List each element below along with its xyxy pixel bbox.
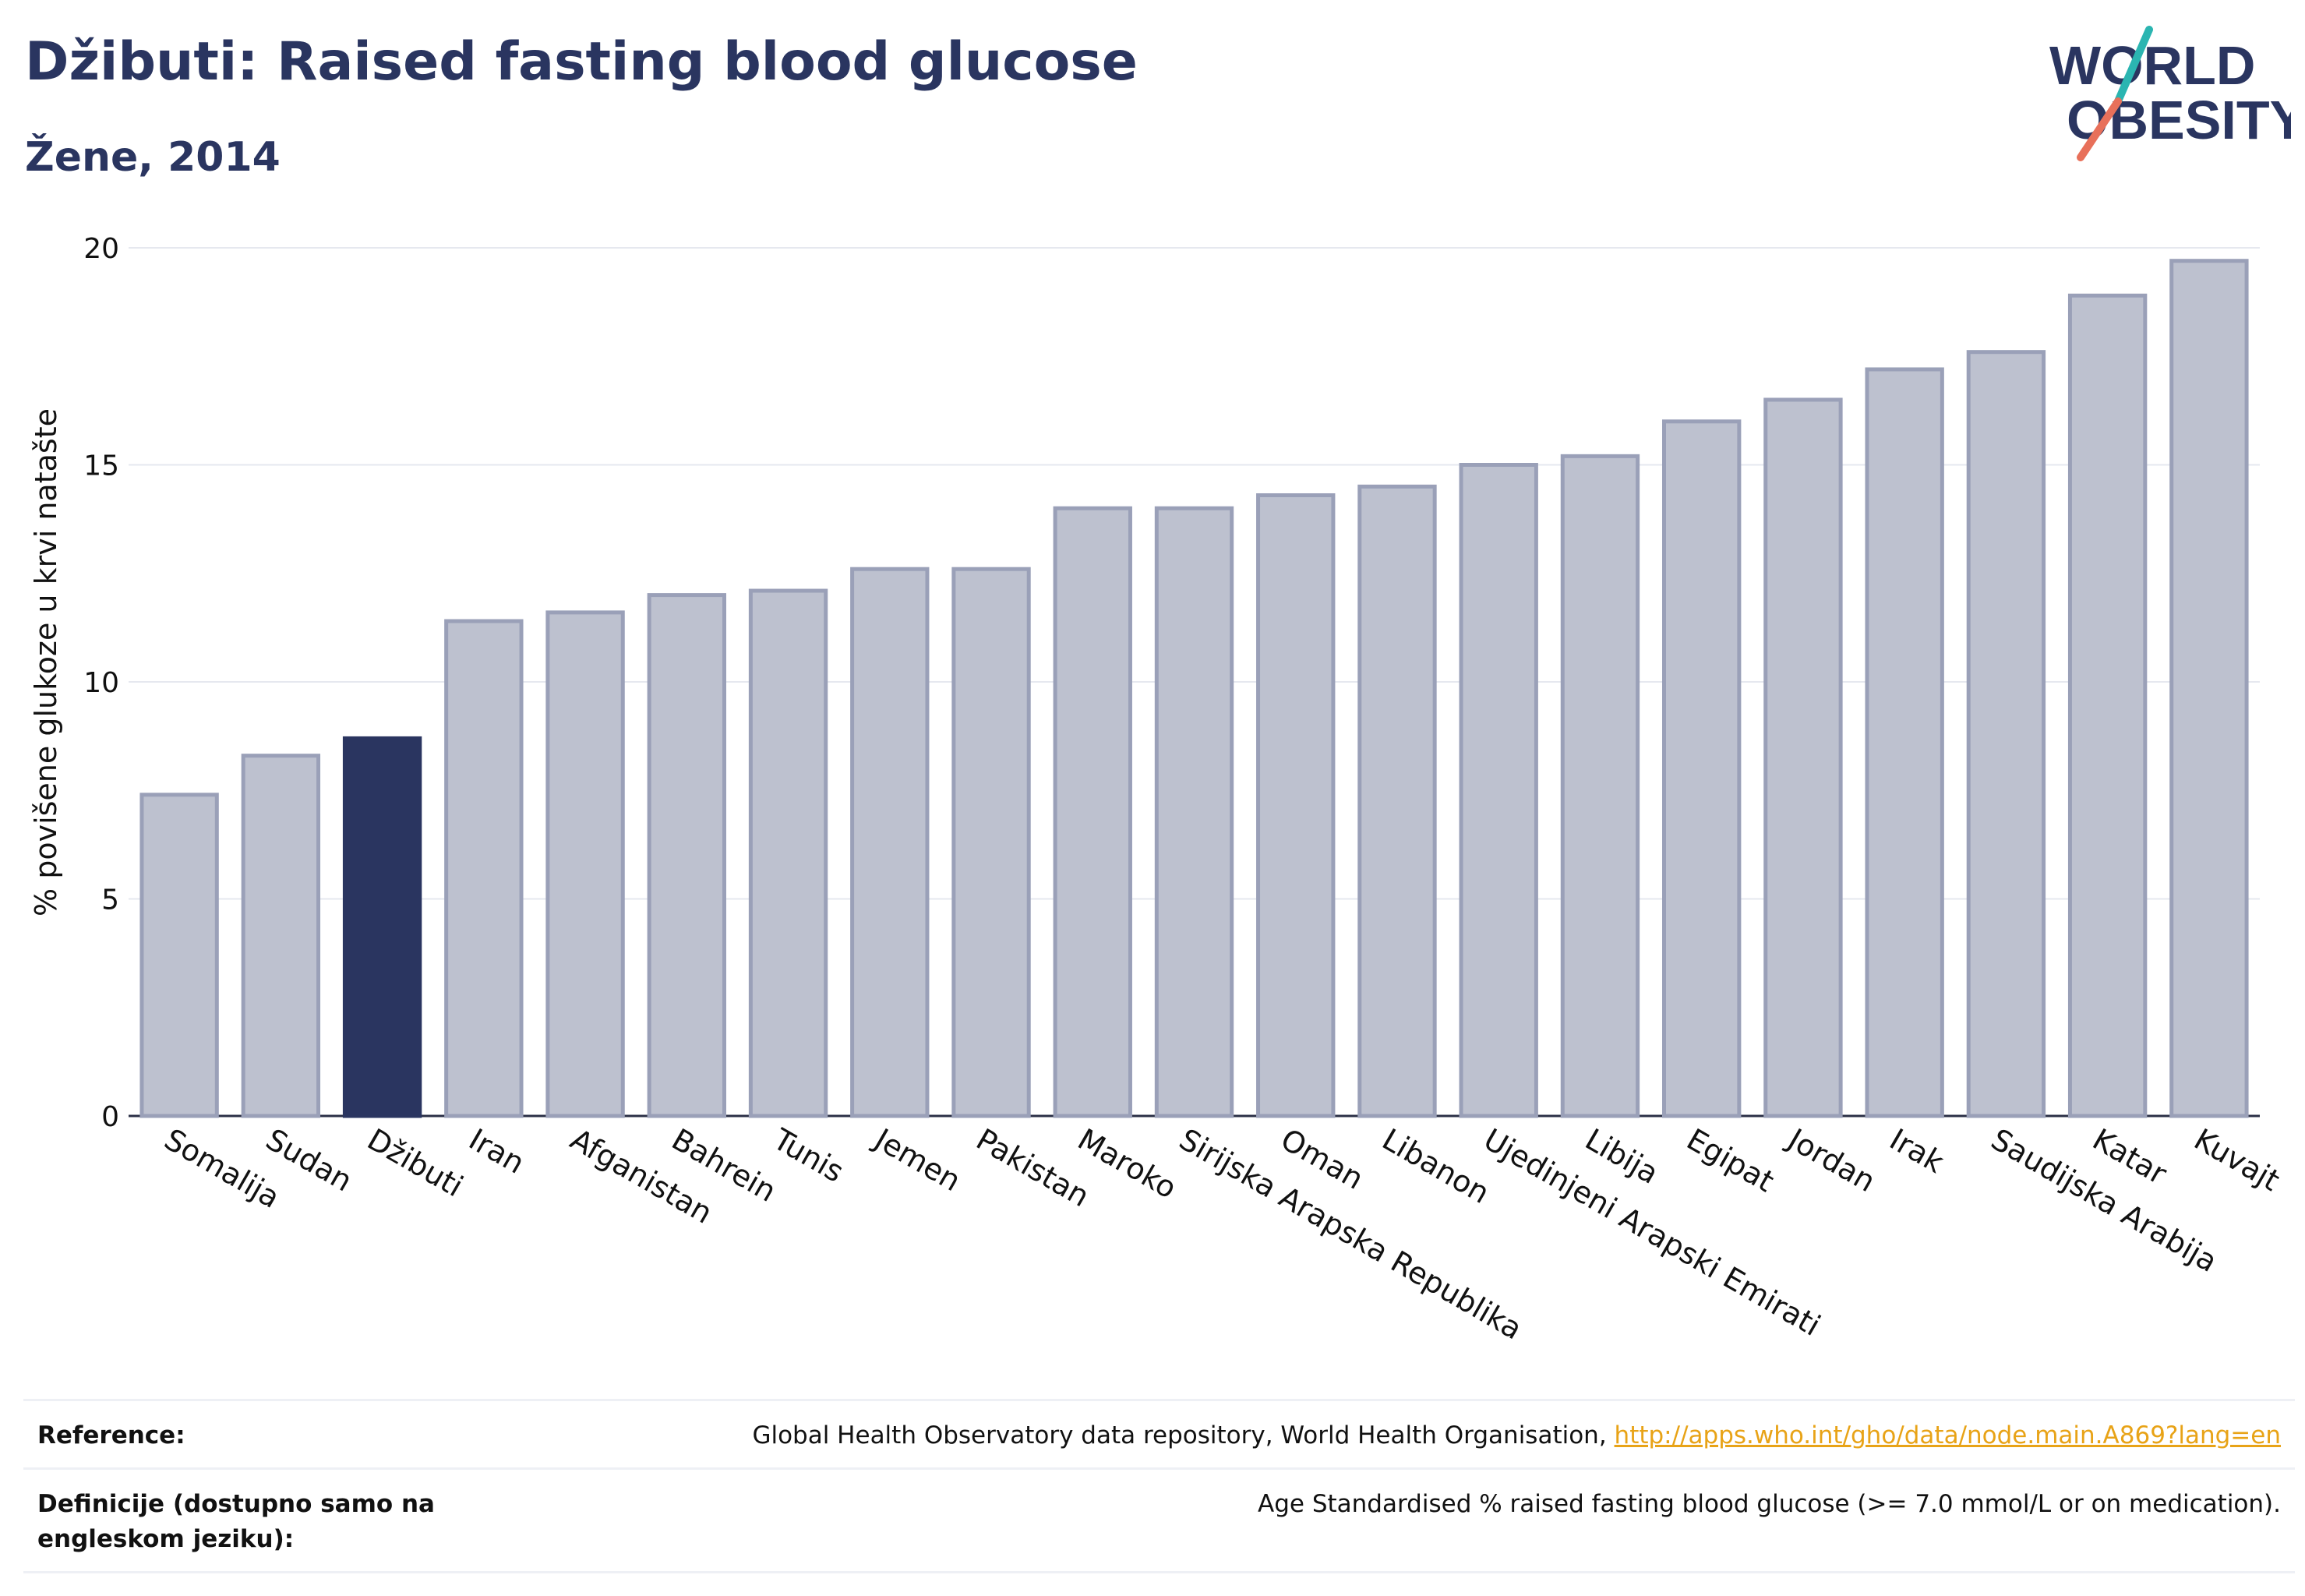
x-tick-label: Pakistan (971, 1122, 1096, 1214)
bar-pakistan (951, 567, 1031, 1118)
bar-jordan (1763, 397, 1843, 1118)
y-tick-label: 5 (101, 885, 119, 916)
x-tick-label: Libanon (1376, 1122, 1495, 1210)
bar-iran (444, 619, 524, 1118)
logo-line1: WORLD (2049, 35, 2255, 96)
x-tick-label: Iran (463, 1122, 530, 1181)
bar-oman (1256, 493, 1336, 1118)
bar-sirijska-arapska-republika (1154, 506, 1234, 1118)
bar-jemen (850, 567, 930, 1118)
definition-row: Definicije (dostupno samo na engleskom j… (23, 1467, 2295, 1573)
bar-saudijska-arabija (1966, 350, 2046, 1118)
logo-slash-coral (2077, 97, 2122, 161)
bar-irak (1865, 367, 1944, 1118)
x-tick-label: Jemen (868, 1121, 967, 1199)
footer: Reference: Global Health Observatory dat… (23, 1399, 2295, 1573)
x-tick-label: Jordan (1781, 1121, 1881, 1199)
bar-libanon (1357, 484, 1437, 1118)
reference-text: Global Health Observatory data repositor… (752, 1421, 1607, 1449)
x-tick-label: Džibuti (362, 1122, 469, 1204)
reference-value: Global Health Observatory data repositor… (752, 1418, 2281, 1453)
reference-link[interactable]: http://apps.who.int/gho/data/node.main.A… (1614, 1421, 2281, 1449)
reference-row: Reference: Global Health Observatory dat… (23, 1399, 2295, 1467)
definition-text: Age Standardised % raised fasting blood … (1258, 1489, 2281, 1518)
bar-kuvajt (2169, 259, 2249, 1118)
y-axis-ticks: 0 5 10 15 20 (83, 233, 119, 1133)
bars (139, 259, 2249, 1118)
x-tick-label: Irak (1884, 1122, 1950, 1180)
y-tick-label: 15 (83, 450, 119, 482)
y-tick-label: 0 (101, 1101, 119, 1133)
bar-sudan (241, 754, 321, 1118)
bar-bahrein (647, 593, 726, 1118)
bar-ujedinjeni-arapski-emirati (1459, 463, 1538, 1118)
x-tick-label: Egipat (1681, 1122, 1780, 1199)
bar-libija (1560, 454, 1640, 1118)
bar-katar (2067, 293, 2148, 1118)
chart-subtitle: Žene, 2014 (25, 134, 281, 181)
bar-tunis (748, 588, 828, 1118)
y-tick-label: 10 (83, 667, 119, 699)
bar-egipat (1662, 419, 1742, 1118)
chart-title: Džibuti: Raised fasting blood glucose (25, 31, 1138, 93)
x-tick-label: Kuvajt (2188, 1122, 2285, 1198)
world-obesity-logo: WORLD OBESITY (2049, 26, 2291, 161)
definition-label: Definicije (dostupno samo na engleskom j… (37, 1489, 435, 1553)
bar-džibuti (342, 736, 422, 1118)
y-axis-label: % povišene glukoze u krvi natašte (29, 408, 63, 916)
bar-somalija (139, 793, 219, 1118)
y-tick-label: 20 (83, 233, 119, 265)
logo-line2: OBESITY (2067, 90, 2291, 150)
bar-maroko (1053, 506, 1132, 1118)
reference-label: Reference: (37, 1421, 185, 1449)
x-tick-label: Somalija (159, 1122, 286, 1215)
logo-slash-teal (2114, 26, 2153, 105)
bar-afganistan (545, 610, 625, 1118)
